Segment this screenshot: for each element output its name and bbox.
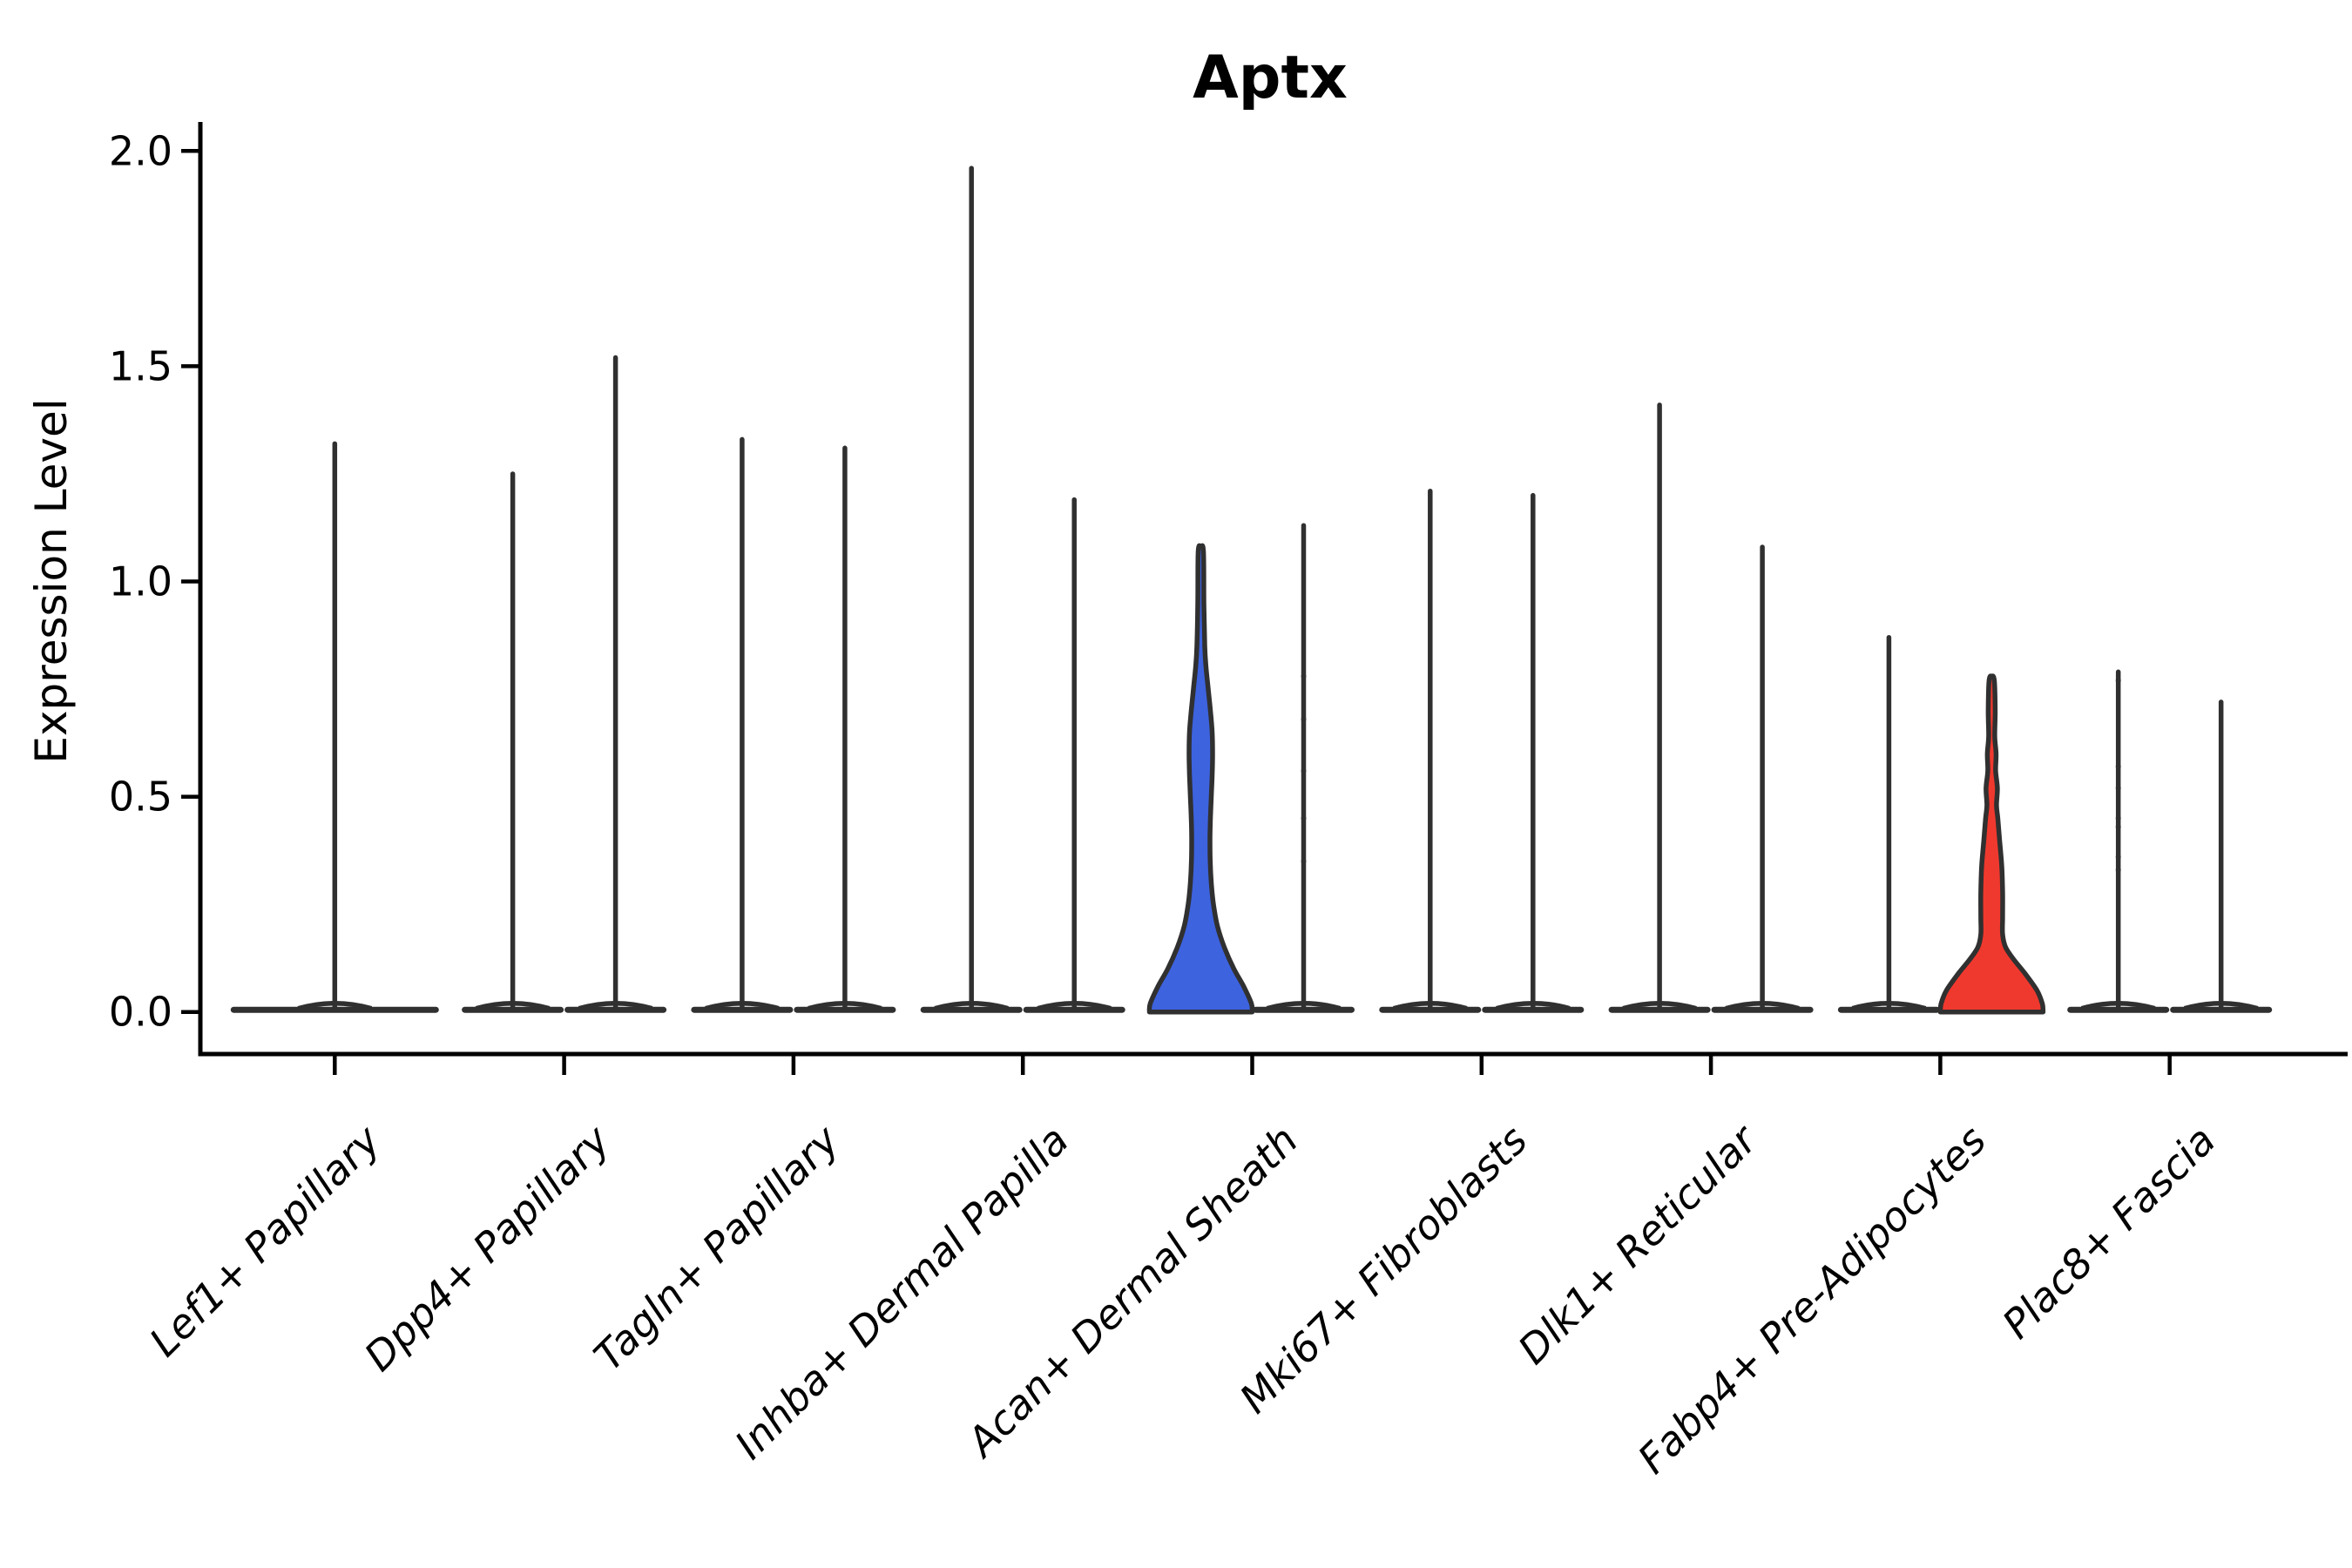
violin-fabp4-pre-adipocytes-right-shape [1937, 673, 2046, 1015]
y-tick-label: 0.5 [109, 774, 172, 821]
violin-dlk1-reticular-left [1608, 402, 1711, 1013]
axes [198, 122, 2348, 1057]
violin-fabp4-pre-adipocytes-left [1837, 634, 1940, 1013]
x-tick-label: Dlk1+ Reticular [1509, 1114, 1767, 1373]
violin-plac8-fascia-left-cell-point [2115, 677, 2121, 684]
violin-mki67-fibroblasts-left [1379, 488, 1482, 1013]
violin-acan-dermal-sheath-left-shape [1146, 543, 1255, 1015]
violin-dlk1-reticular-right [1711, 544, 1814, 1013]
violin-plac8-fascia-left-cell-point [2115, 823, 2121, 830]
x-tick-label: Dpp4+ Papillary [355, 1116, 619, 1380]
violin-acan-dermal-sheath-right-cell-point [1301, 673, 1307, 679]
y-tick-label: 2.0 [109, 127, 172, 174]
violin-acan-dermal-sheath-right-cell-point [1301, 858, 1307, 864]
violin-plac8-fascia-right [2170, 700, 2273, 1013]
violin-mki67-fibroblasts-right [1482, 492, 1585, 1013]
violin-lef1-papillary-full [230, 441, 439, 1013]
violin-tagln-papillary-left [691, 436, 794, 1013]
violin-plac8-fascia-left-cell-point [2115, 867, 2121, 873]
x-tick-label: Plac8+ Fascia [1993, 1117, 2224, 1348]
violin-acan-dermal-sheath-left [1146, 543, 1255, 1015]
y-tick-label: 1.5 [109, 342, 172, 389]
violin-acan-dermal-sheath-right-cell-point [1301, 767, 1307, 774]
violin-inhba-dermal-papilla-right [1023, 497, 1125, 1013]
y-tick-label: 0.0 [109, 989, 172, 1036]
violin-plac8-fascia-left-cell-point [2115, 815, 2121, 821]
violin-inhba-dermal-papilla-left [920, 166, 1023, 1013]
violin-dpp4-papillary-right [564, 355, 667, 1013]
y-axis-label: Expression Level [26, 398, 77, 763]
violin-plac8-fascia-left-cell-point [2115, 854, 2121, 860]
violin-fabp4-pre-adipocytes-right [1937, 673, 2046, 1015]
violin-plac8-fascia-left-cell-point [2115, 785, 2121, 791]
violin-plac8-fascia-left-cell-point [2115, 763, 2121, 770]
violin-acan-dermal-sheath-right-cell-point [1301, 815, 1307, 821]
y-tick-labels: 0.0 0.5 1.0 1.5 2.0 [109, 127, 200, 1036]
violin-acan-dermal-sheath-right-cell-point [1301, 716, 1307, 722]
violin-tagln-papillary-right [794, 445, 896, 1013]
violin-plac8-fascia-left [2067, 669, 2170, 1013]
violins-layer [230, 166, 2273, 1015]
x-tick-label: Lef1+ Papillary [140, 1116, 389, 1365]
y-tick-label: 1.0 [109, 558, 172, 605]
violin-acan-dermal-sheath-right [1253, 523, 1355, 1013]
chart-title: Aptx [1193, 44, 1348, 112]
violin-dpp4-papillary-left [462, 471, 564, 1013]
x-tick-label: Tagln+ Papillary [585, 1116, 848, 1380]
